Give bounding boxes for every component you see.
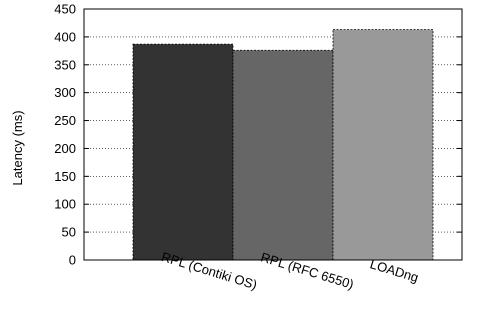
- x-category-label: LOADng: [368, 256, 420, 285]
- y-tick-label: 450: [54, 2, 76, 17]
- bar: [232, 49, 334, 261]
- y-tick-label: 400: [54, 29, 76, 44]
- bar: [132, 43, 234, 261]
- y-tick-label: 0: [69, 253, 76, 268]
- y-tick-label: 300: [54, 85, 76, 100]
- y-tick-label: 250: [54, 113, 76, 128]
- y-axis-ticks: 0 50 100 150 200 250 300 350 400 450: [54, 2, 462, 268]
- y-tick-label: 100: [54, 197, 76, 212]
- y-tick-label: 350: [54, 57, 76, 72]
- plot-frame: [83, 8, 463, 261]
- y-tick-label: 150: [54, 169, 76, 184]
- y-tick-label: 50: [62, 225, 76, 240]
- bar: [332, 29, 434, 261]
- y-tick-label: 200: [54, 141, 76, 156]
- y-axis-title: Latency (ms): [10, 110, 25, 185]
- bars: [132, 29, 434, 261]
